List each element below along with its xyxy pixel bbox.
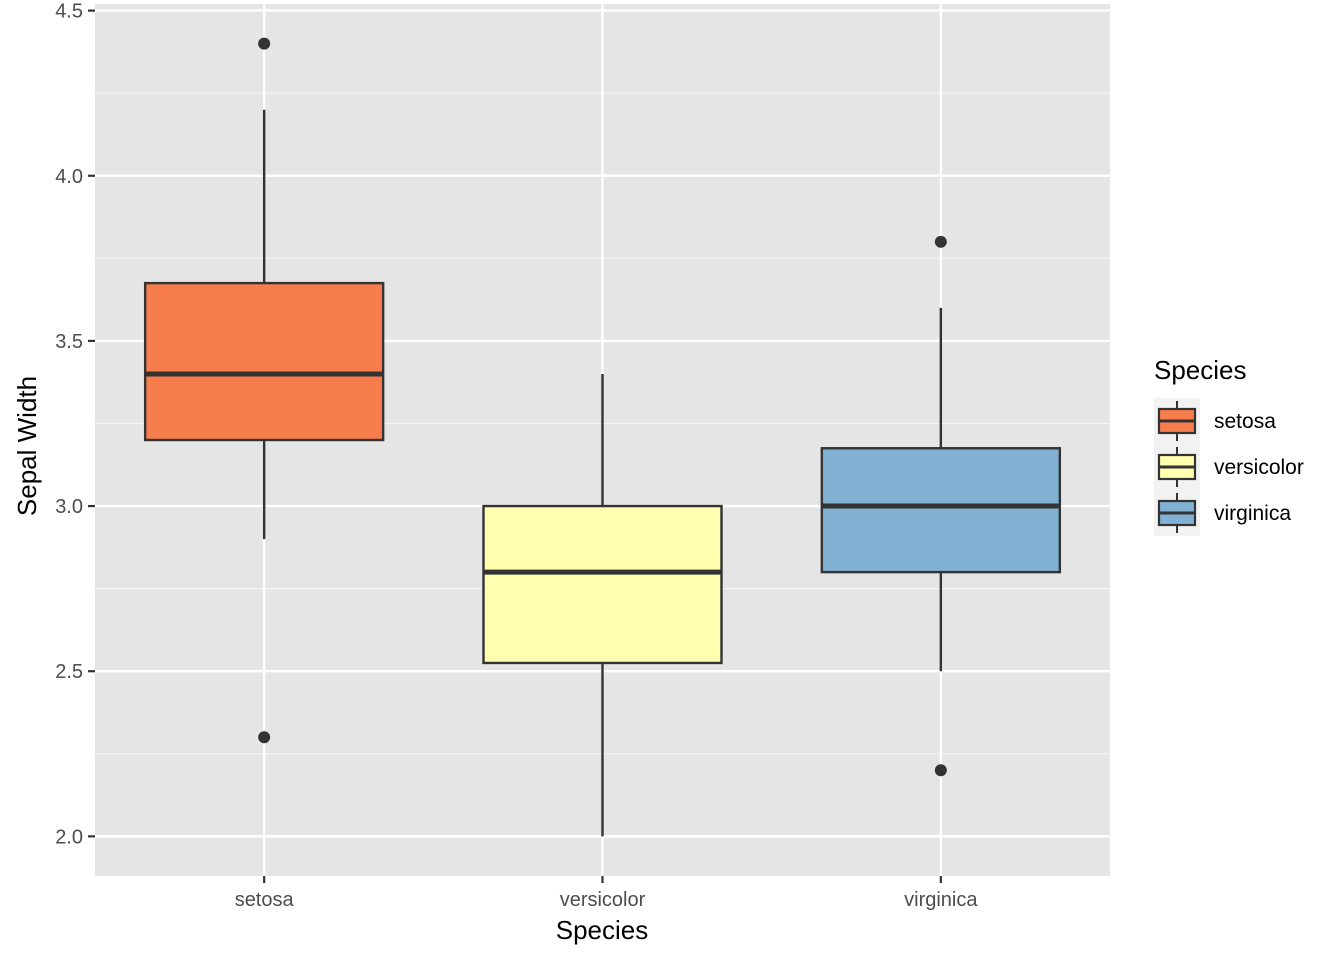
outlier-point xyxy=(258,731,271,744)
box-setosa xyxy=(143,37,385,744)
x-axis: setosa versicolor virginica xyxy=(235,876,978,911)
legend-label: versicolor xyxy=(1214,456,1304,479)
x-axis-title: Species xyxy=(556,915,649,945)
legend-item-virginica: virginica xyxy=(1154,490,1291,536)
boxes xyxy=(143,37,1062,837)
box-virginica xyxy=(820,235,1062,777)
y-tick-label: 2.0 xyxy=(55,826,83,848)
y-tick-label: 3.0 xyxy=(55,496,83,518)
x-tick-label: virginica xyxy=(904,889,978,911)
box-versicolor xyxy=(482,373,723,837)
legend: Species setosa versicolor virginica xyxy=(1154,355,1304,536)
legend-label: setosa xyxy=(1214,410,1276,433)
iqr-box xyxy=(143,281,385,442)
legend-item-setosa: setosa xyxy=(1154,398,1276,444)
y-tick-label: 4.5 xyxy=(55,1,83,23)
legend-label: virginica xyxy=(1214,502,1291,525)
y-axis: 2.0 2.5 3.0 3.5 4.0 4.5 xyxy=(55,1,95,848)
iqr-box xyxy=(482,504,723,665)
x-tick-label: versicolor xyxy=(560,889,646,911)
y-axis-title: Sepal Width xyxy=(12,376,42,516)
y-tick-label: 4.0 xyxy=(55,166,83,188)
y-tick-label: 2.5 xyxy=(55,661,83,683)
y-tick-label: 3.5 xyxy=(55,331,83,353)
outlier-point xyxy=(934,764,947,777)
x-tick-label: setosa xyxy=(235,889,295,911)
legend-item-versicolor: versicolor xyxy=(1154,444,1304,490)
iqr-box xyxy=(820,447,1062,574)
legend-title: Species xyxy=(1154,355,1247,385)
outlier-point xyxy=(934,235,947,248)
outlier-point xyxy=(258,37,271,50)
